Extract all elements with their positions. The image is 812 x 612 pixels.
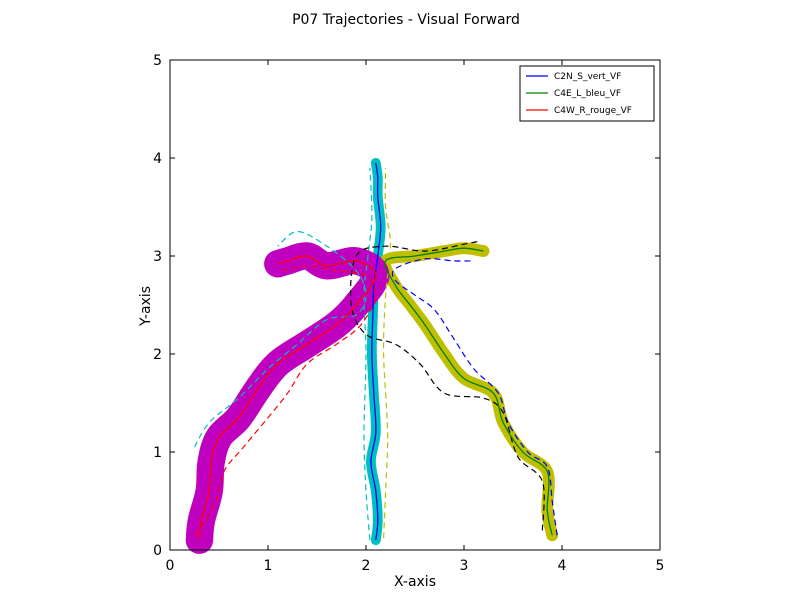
x-axis-label: X-axis (394, 574, 436, 590)
chart-title: P07 Trajectories - Visual Forward (292, 12, 520, 28)
legend-entry: C2N_S_vert_VF (554, 72, 621, 82)
line-series-3 (198, 255, 377, 541)
y-tick-label: 0 (153, 543, 162, 559)
plot-frame (169, 59, 661, 551)
legend: C2N_S_vert_VF C4E_L_bleu_VF C4W_R_rouge_VF (519, 65, 655, 122)
legend-entry: C4E_L_bleu_VF (554, 89, 621, 99)
dashed-bound-series-2-1 (391, 258, 558, 536)
x-tick-label: 3 (460, 558, 469, 574)
y-tick-label: 5 (153, 53, 162, 69)
dashed-bound-series-3-2 (194, 265, 377, 536)
dashed-bound-series-3-1 (193, 230, 367, 448)
y-tick-label: 4 (153, 151, 162, 167)
x-tick-label: 1 (264, 558, 273, 574)
dashed-bound-series-1-1 (363, 167, 373, 541)
trajectory-lines (198, 162, 553, 541)
dashed-bound-series-1-2 (382, 167, 392, 539)
x-tick-label: 0 (166, 558, 175, 574)
x-tick-label: 4 (558, 558, 567, 574)
line-series-2 (384, 247, 553, 536)
trajectory-dashed-lines (193, 167, 558, 541)
y-tick-label: 1 (153, 445, 162, 461)
trajectory-bands (185, 158, 559, 554)
legend-entry: C4W_R_rouge_VF (554, 106, 632, 116)
x-tick-label: 5 (656, 558, 665, 574)
y-axis-label: Y-axis (138, 286, 154, 327)
band-series-2 (379, 242, 559, 542)
band-series-3 (185, 242, 390, 554)
y-tick-label: 3 (153, 249, 162, 265)
x-tick-label: 2 (362, 558, 371, 574)
axis-ticks: 0 1 2 3 4 5 0 1 2 3 4 5 (153, 53, 664, 574)
y-tick-label: 2 (153, 347, 162, 363)
line-series-1 (370, 162, 382, 541)
dashed-bound-series-2-2 (349, 240, 545, 531)
